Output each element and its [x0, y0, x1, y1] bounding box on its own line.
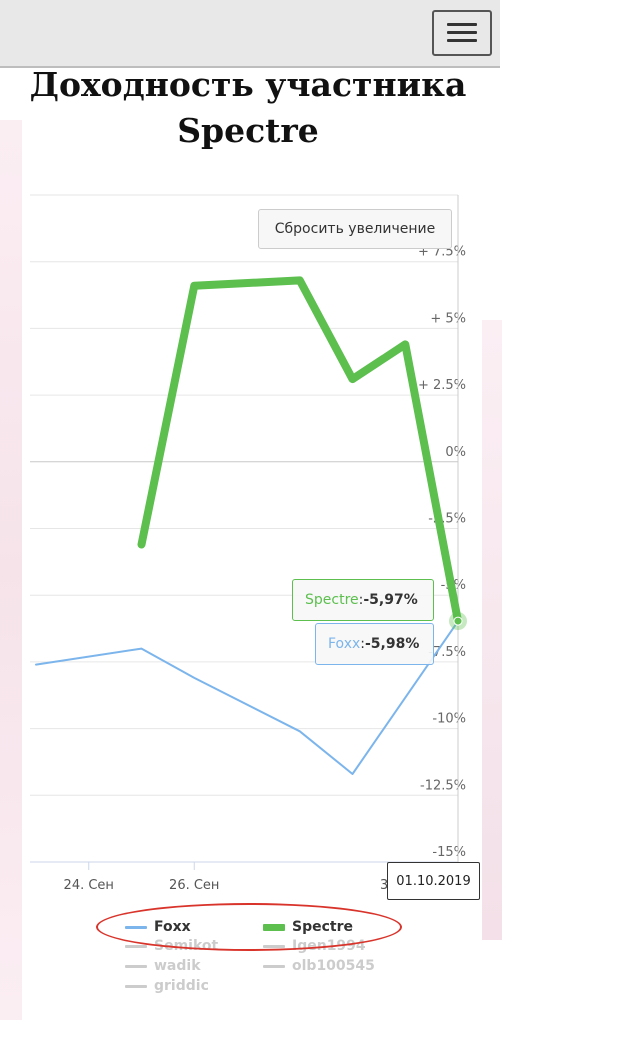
tooltip-separator: :	[360, 636, 365, 652]
hamburger-icon	[447, 23, 477, 26]
annotation-ellipse	[96, 903, 402, 951]
series-line-spectre	[137, 276, 462, 626]
tooltip-series-name: Foxx	[328, 636, 361, 652]
y-tick-label: -10%	[432, 712, 466, 727]
y-tick-label: 0%	[445, 445, 466, 460]
legend-label: griddic	[154, 978, 209, 994]
legend-label: wadik	[154, 958, 201, 974]
tooltip-separator: :	[358, 592, 364, 608]
top-bar	[0, 0, 500, 68]
y-tick-label: + 2.5%	[418, 378, 466, 393]
hamburger-menu-button[interactable]	[432, 10, 492, 56]
returns-chart[interactable]: + 7.5%+ 5%+ 2.5%0%-2.5%-5%-7.5%-10%-12.5…	[0, 0, 500, 1040]
tooltip-value: -5,97%	[363, 592, 418, 608]
date-tooltip: 01.10.2019	[387, 862, 480, 900]
x-tick-label: 24. Сен	[64, 878, 114, 893]
page-title: Доходность участника Spectre	[29, 65, 467, 150]
legend-item-wadik[interactable]: wadik	[125, 958, 201, 974]
legend-symbol	[125, 944, 147, 948]
background-decor-left	[0, 120, 22, 1020]
legend-symbol	[125, 984, 147, 988]
y-tick-label: -12.5%	[420, 778, 466, 793]
y-tick-label: -15%	[432, 845, 466, 860]
y-tick-label: -7.5%	[428, 645, 466, 660]
legend-symbol	[125, 964, 147, 968]
series-line-foxx	[35, 620, 459, 775]
tooltip-foxx: Foxx : -5,98%	[315, 623, 434, 665]
tooltip-series-name: Spectre	[305, 592, 359, 608]
tooltip-spectre: Spectre : -5,97%	[292, 579, 434, 621]
hover-point-spectre	[453, 616, 463, 626]
legend-label: olb100545	[292, 958, 375, 974]
hamburger-icon	[447, 39, 477, 42]
legend-item-griddic[interactable]: griddic	[125, 978, 209, 994]
background-decor-right	[482, 320, 502, 940]
tooltip-value: -5,98%	[364, 636, 420, 652]
legend-item-olb100545[interactable]: olb100545	[263, 958, 375, 974]
legend-symbol	[263, 964, 285, 968]
y-tick-label: + 5%	[430, 311, 466, 326]
hamburger-icon	[447, 31, 477, 34]
x-tick-label: 26. Сен	[169, 878, 219, 893]
reset-zoom-button[interactable]: Сбросить увеличение	[258, 209, 452, 249]
